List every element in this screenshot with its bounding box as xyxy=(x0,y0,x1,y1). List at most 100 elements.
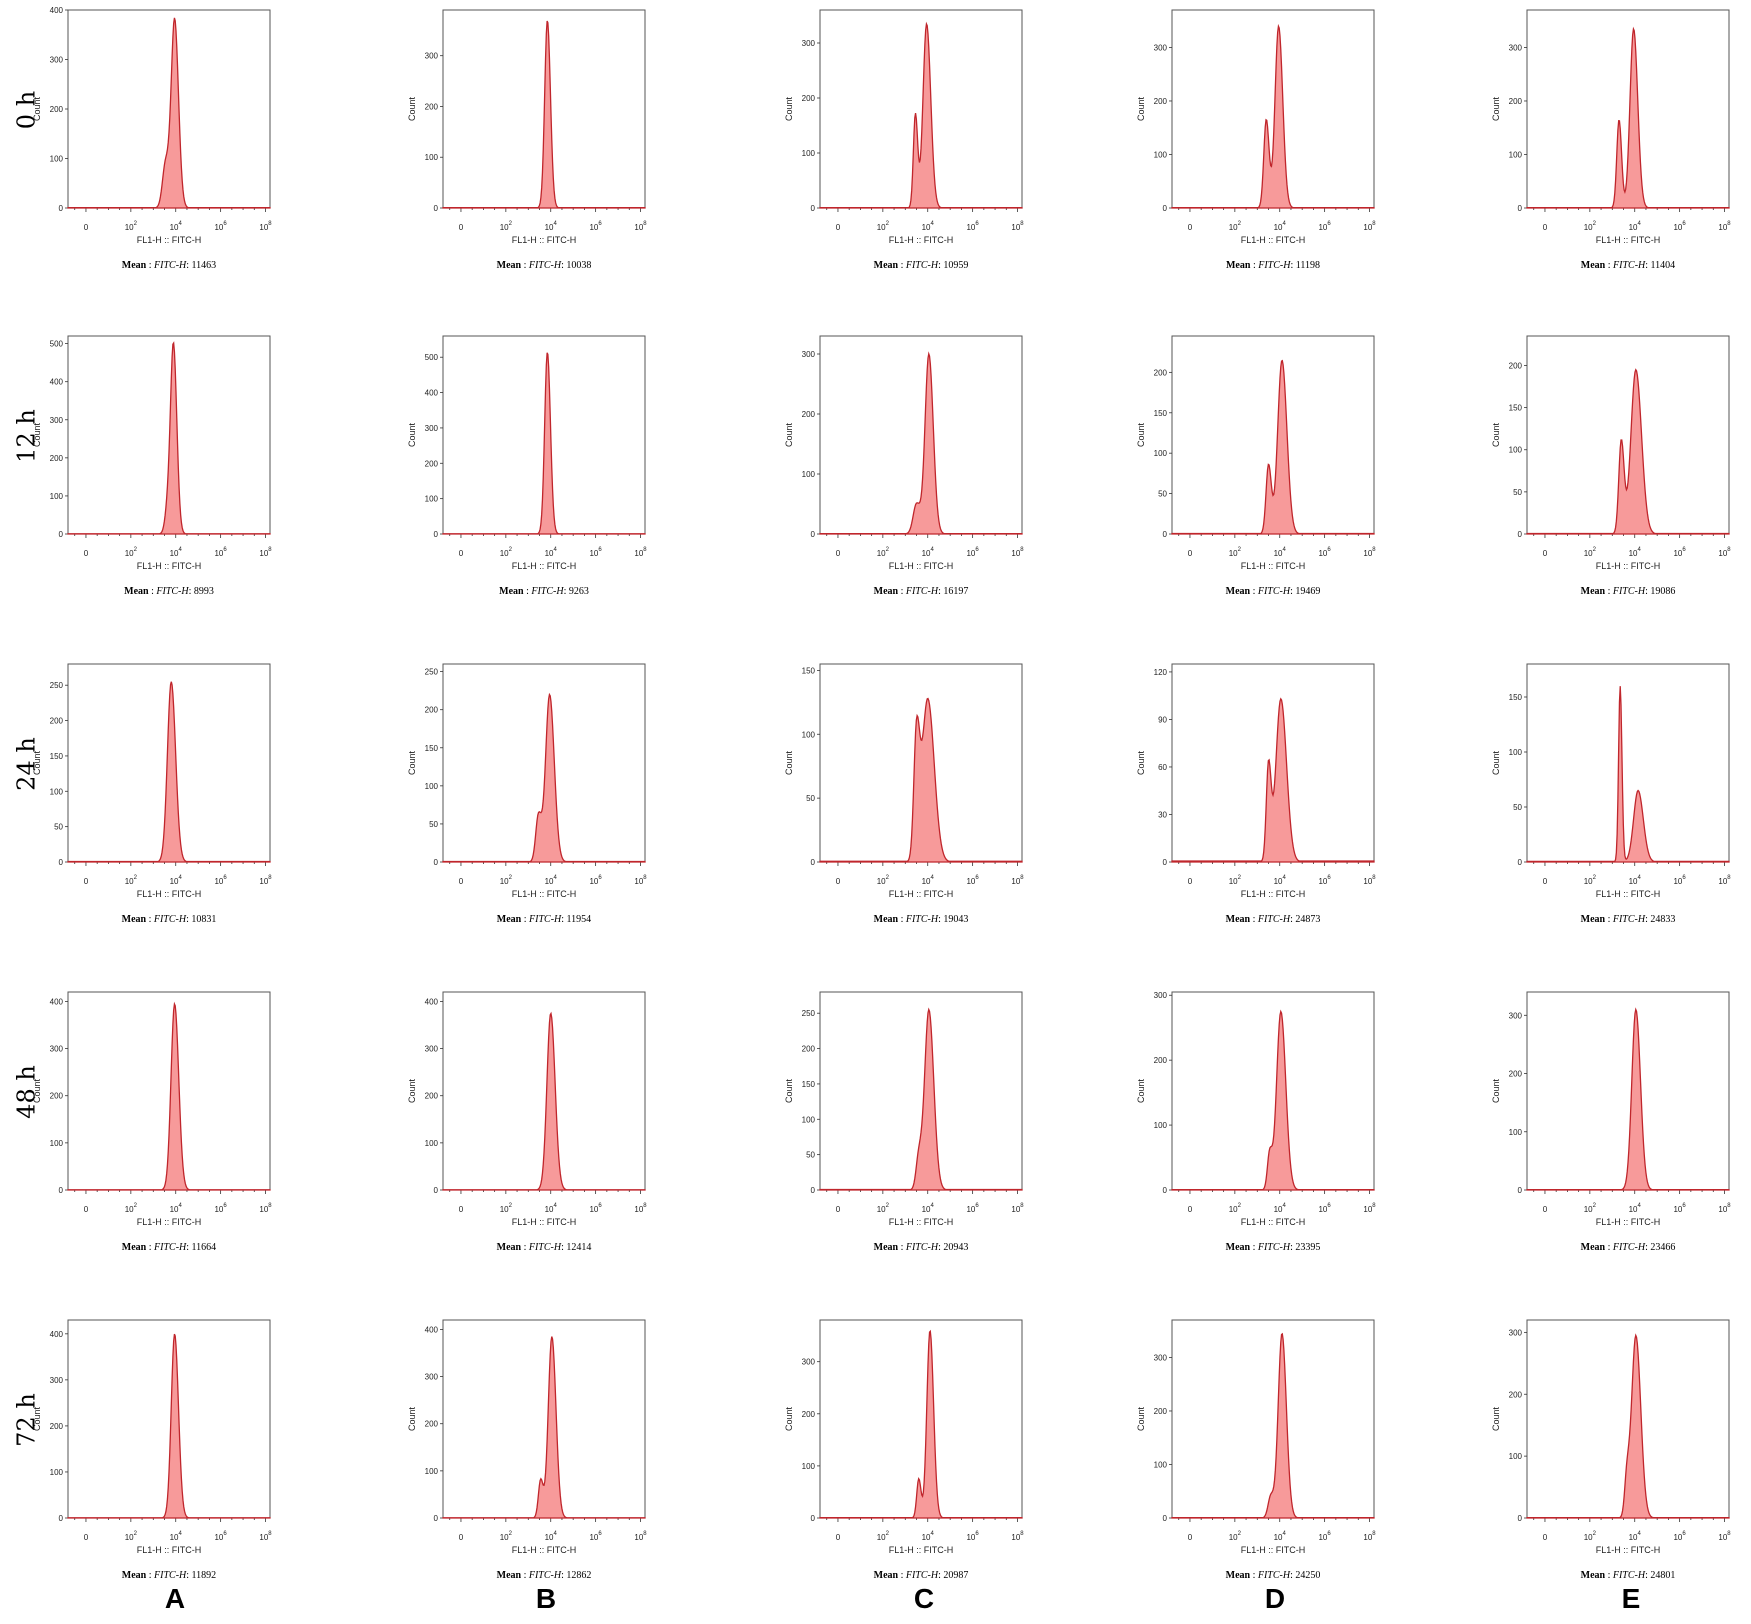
y-axis-title: Count xyxy=(32,423,42,448)
x-tick-label: 104 xyxy=(545,1531,558,1542)
x-axis-title: FL1-H :: FITC-H xyxy=(137,889,202,899)
y-tick-label: 0 xyxy=(811,1186,816,1195)
x-tick-label: 108 xyxy=(1718,221,1731,232)
x-tick-label: 104 xyxy=(1629,1531,1642,1542)
x-tick-label: 102 xyxy=(500,1203,513,1214)
x-axis-title: FL1-H :: FITC-H xyxy=(1596,561,1661,571)
row-label-24h: 24 h xyxy=(13,737,41,791)
x-tick-label: 106 xyxy=(1318,875,1331,886)
histogram-panel: 0 100 200 300 400 500 Count 0 102 104 106 108 FL1-H … xyxy=(32,335,272,597)
y-tick-label: 0 xyxy=(1163,858,1168,867)
x-tick-label: 104 xyxy=(1274,1203,1287,1214)
histogram-area xyxy=(1526,686,1730,863)
x-tick-label: 106 xyxy=(966,547,979,558)
y-axis-title: Count xyxy=(1491,1079,1501,1104)
y-tick-label: 200 xyxy=(802,1410,816,1419)
y-tick-label: 200 xyxy=(802,410,816,419)
y-tick-label: 0 xyxy=(434,858,439,867)
mean-label: Mean : FITC-H: 11198 xyxy=(1226,260,1320,271)
y-axis-title: Count xyxy=(32,1407,42,1432)
y-tick-label: 0 xyxy=(1518,858,1523,867)
y-axis-title: Count xyxy=(32,1079,42,1104)
mean-label: Mean : FITC-H: 11463 xyxy=(122,260,216,271)
x-tick-label: 102 xyxy=(125,1203,138,1214)
x-tick-label: 108 xyxy=(634,1203,647,1214)
x-axis-title: FL1-H :: FITC-H xyxy=(512,235,577,245)
y-tick-label: 200 xyxy=(50,105,64,114)
y-tick-label: 300 xyxy=(425,424,439,433)
mean-label: Mean : FITC-H: 11892 xyxy=(122,1570,216,1581)
histogram-area xyxy=(1171,697,1375,863)
x-tick-label: 0 xyxy=(836,549,841,558)
x-tick-label: 108 xyxy=(1363,1203,1376,1214)
y-tick-label: 0 xyxy=(811,530,816,539)
x-tick-label: 106 xyxy=(214,875,227,886)
column-label-D: D xyxy=(1265,1583,1285,1614)
row-label-0h: 0 h xyxy=(13,91,41,129)
column-label-E: E xyxy=(1622,1583,1641,1614)
x-axis-title: FL1-H :: FITC-H xyxy=(512,889,577,899)
x-tick-label: 104 xyxy=(170,221,183,232)
histogram-area xyxy=(442,1011,646,1191)
y-tick-label: 100 xyxy=(50,492,64,501)
y-tick-label: 500 xyxy=(425,353,439,362)
y-axis-title: Count xyxy=(1491,97,1501,122)
histogram-panel: 0 50 100 150 200 250 Count 0 102 104 106 108 FL1-H :… xyxy=(784,991,1024,1253)
x-tick-label: 102 xyxy=(125,1531,138,1542)
y-tick-label: 250 xyxy=(50,681,64,690)
y-tick-label: 150 xyxy=(1154,409,1168,418)
x-tick-label: 108 xyxy=(1363,547,1376,558)
y-tick-label: 200 xyxy=(50,717,64,726)
histogram-area xyxy=(1171,1009,1375,1191)
x-tick-label: 102 xyxy=(1229,1531,1242,1542)
x-tick-label: 108 xyxy=(259,875,272,886)
y-tick-label: 400 xyxy=(50,6,64,15)
x-axis-title: FL1-H :: FITC-H xyxy=(1241,235,1306,245)
x-tick-label: 106 xyxy=(214,1203,227,1214)
x-tick-label: 0 xyxy=(84,1205,89,1214)
y-tick-label: 100 xyxy=(1509,748,1523,757)
x-tick-label: 0 xyxy=(459,1205,464,1214)
x-axis-title: FL1-H :: FITC-H xyxy=(889,561,954,571)
y-axis-title: Count xyxy=(784,1407,794,1432)
histogram-area xyxy=(67,17,271,209)
x-tick-label: 102 xyxy=(1229,221,1242,232)
y-tick-label: 300 xyxy=(1509,43,1523,52)
histogram-area xyxy=(67,1333,271,1519)
y-tick-label: 0 xyxy=(59,530,64,539)
y-tick-label: 250 xyxy=(802,1009,816,1018)
y-axis-title: Count xyxy=(1491,1407,1501,1432)
mean-label: Mean : FITC-H: 23395 xyxy=(1226,1242,1321,1253)
column-label-A: A xyxy=(165,1583,185,1614)
x-tick-label: 108 xyxy=(634,547,647,558)
y-axis-title: Count xyxy=(1136,97,1146,122)
x-tick-label: 102 xyxy=(500,221,513,232)
histogram-area xyxy=(442,692,646,863)
column-label-C: C xyxy=(914,1583,934,1614)
plot-frame xyxy=(1526,663,1730,863)
y-tick-label: 0 xyxy=(434,204,439,213)
y-tick-label: 200 xyxy=(1154,97,1168,106)
y-tick-label: 50 xyxy=(1513,488,1522,497)
x-axis-title: FL1-H :: FITC-H xyxy=(1241,561,1306,571)
x-axis-title: FL1-H :: FITC-H xyxy=(1241,1545,1306,1555)
x-tick-label: 108 xyxy=(259,547,272,558)
x-tick-label: 0 xyxy=(836,877,841,886)
x-tick-label: 102 xyxy=(877,1203,890,1214)
y-tick-label: 0 xyxy=(59,858,64,867)
x-tick-label: 104 xyxy=(170,547,183,558)
x-tick-label: 106 xyxy=(1673,875,1686,886)
y-tick-label: 150 xyxy=(50,752,64,761)
y-tick-label: 200 xyxy=(1509,97,1523,106)
histogram-area xyxy=(1526,1007,1730,1191)
histogram-area xyxy=(1171,23,1375,209)
x-tick-label: 0 xyxy=(836,223,841,232)
y-tick-label: 100 xyxy=(1509,150,1523,159)
y-axis-title: Count xyxy=(1136,1079,1146,1104)
